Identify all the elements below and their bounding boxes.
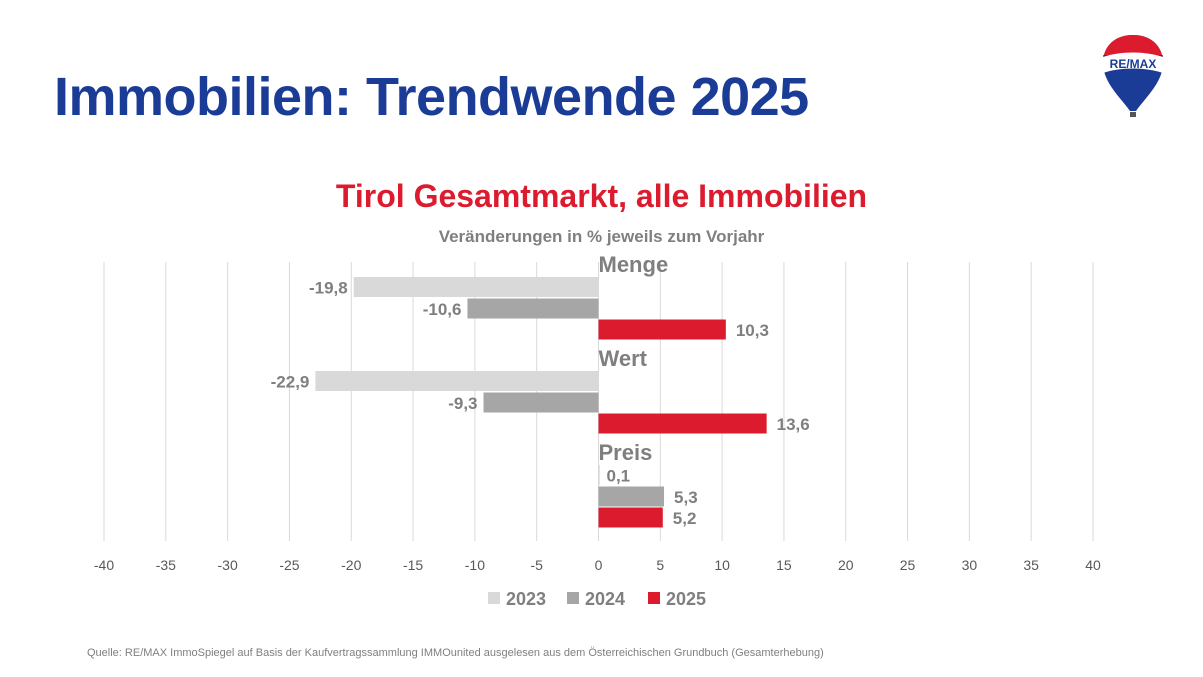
legend-label: 2024 (585, 589, 625, 609)
x-tick-label: -15 (403, 557, 423, 573)
x-tick-label: 15 (776, 557, 792, 573)
data-label: 5,3 (674, 488, 698, 507)
x-tick-label: -30 (218, 557, 238, 573)
source-note: Quelle: RE/MAX ImmoSpiegel auf Basis der… (87, 647, 824, 659)
data-label: -10,6 (423, 300, 462, 319)
x-tick-label: 30 (962, 557, 978, 573)
bar-2023 (598, 465, 600, 485)
x-tick-label: -20 (341, 557, 361, 573)
category-label: Wert (599, 346, 648, 371)
legend-swatch (488, 592, 500, 604)
category-label: Preis (599, 440, 653, 465)
x-tick-label: 20 (838, 557, 854, 573)
category-label: Menge (599, 252, 669, 277)
page-title: Immobilien: Trendwende 2025 (54, 67, 809, 127)
x-tick-label: -5 (530, 557, 543, 573)
bar-2025 (598, 413, 767, 434)
bar-2024 (598, 486, 665, 507)
chart-subtitle: Veränderungen in % jeweils zum Vorjahr (438, 227, 765, 246)
bar-2025 (598, 319, 726, 340)
svg-text:RE/MAX: RE/MAX (1110, 57, 1157, 71)
legend-label: 2025 (666, 589, 706, 609)
data-label: -22,9 (271, 373, 310, 392)
legend-swatch (648, 592, 660, 604)
bar-2024 (467, 298, 599, 319)
data-label: 10,3 (736, 321, 769, 340)
x-tick-label: -25 (279, 557, 299, 573)
x-tick-label: 10 (714, 557, 730, 573)
data-label: 13,6 (777, 415, 810, 434)
x-tick-label: 0 (595, 557, 603, 573)
bar-2023 (315, 371, 599, 391)
bar-2025 (598, 507, 663, 528)
x-tick-label: -10 (465, 557, 485, 573)
remax-balloon-logo: RE/MAX (1103, 35, 1163, 117)
x-tick-label: -40 (94, 557, 114, 573)
x-tick-label: -35 (156, 557, 176, 573)
bar-2024 (483, 392, 599, 413)
data-label: 0,1 (607, 467, 631, 486)
chart-title: Tirol Gesamtmarkt, alle Immobilien (335, 178, 868, 214)
x-tick-label: 35 (1023, 557, 1039, 573)
x-tick-label: 25 (900, 557, 916, 573)
data-label: -9,3 (448, 394, 477, 413)
legend-label: 2023 (506, 589, 546, 609)
bar-2023 (353, 277, 599, 297)
data-label: -19,8 (309, 279, 348, 298)
x-tick-label: 5 (656, 557, 664, 573)
legend-swatch (567, 592, 579, 604)
x-tick-label: 40 (1085, 557, 1101, 573)
data-label: 5,2 (673, 509, 697, 528)
